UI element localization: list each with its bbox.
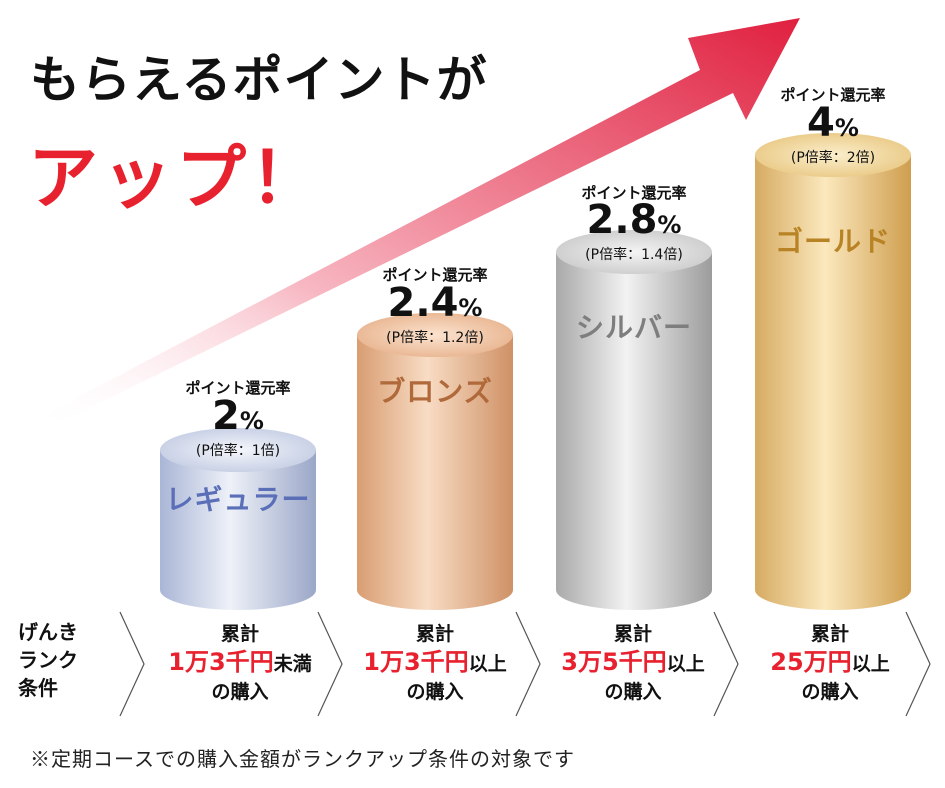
rate-value: 2.4% <box>335 283 535 323</box>
rate-label: ポイント還元率 <box>185 379 291 397</box>
condition-head: 累計 <box>613 623 652 645</box>
footnote: ※定期コースでの購入金額がランクアップ条件の対象です <box>30 747 575 771</box>
rate-multiplier: (P倍率：1倍) <box>195 443 281 459</box>
condition-tail: の購入 <box>211 681 269 703</box>
rank-condition-label: げんき ランク 条件 <box>18 618 118 702</box>
headline-line1: もらえるポイントが <box>30 51 488 109</box>
cylinder-bronze <box>357 313 513 610</box>
rising-arrow <box>38 18 800 430</box>
condition-head: 累計 <box>810 623 849 645</box>
rate-number: 2.8 <box>586 197 658 243</box>
condition-head: 累計 <box>220 623 259 645</box>
rate-unit: % <box>657 211 682 239</box>
condition-silver: 累計 3万5千円以上 の購入 <box>548 620 718 706</box>
rate-unit: % <box>239 407 264 435</box>
rate-multiplier: (P倍率：1.2倍) <box>386 330 484 346</box>
chevron-separators <box>119 611 931 717</box>
rate-number: 4 <box>807 100 835 146</box>
cylinder-gold <box>755 133 911 610</box>
condition-suffix: 以上 <box>666 653 705 675</box>
condition-amount: 1万3千円 <box>168 648 274 676</box>
rate-value: 4% <box>733 103 933 143</box>
rate-multiplier: (P倍率：2倍) <box>790 150 876 166</box>
tier-name-silver: シルバー <box>575 311 692 344</box>
rate-unit: % <box>834 114 859 142</box>
condition-head: 累計 <box>415 623 454 645</box>
condition-gold: 累計 25万円以上 の購入 <box>745 620 915 706</box>
tier-name-regular: レギュラー <box>165 483 311 516</box>
rate-number: 2.4 <box>387 280 459 326</box>
cylinder-silver <box>556 230 712 610</box>
rank-condition-line2: ランク <box>18 648 78 672</box>
rank-condition-line1: げんき <box>18 620 78 644</box>
rate-value: 2% <box>138 396 338 436</box>
rate-unit: % <box>458 294 483 322</box>
condition-amount: 3万5千円 <box>561 648 667 676</box>
condition-tail: の購入 <box>604 681 662 703</box>
condition-bronze: 累計 1万3千円以上 の購入 <box>350 620 520 706</box>
condition-tail: の購入 <box>801 681 859 703</box>
condition-suffix: 未満 <box>273 653 312 675</box>
rate-value: 2.8% <box>534 200 734 240</box>
headline-line2: アップ！ <box>28 137 324 219</box>
condition-tail: の購入 <box>406 681 464 703</box>
condition-suffix: 以上 <box>468 653 507 675</box>
rate-label: ポイント還元率 <box>780 86 886 104</box>
condition-amount: 25万円 <box>770 648 852 676</box>
tier-name-gold: ゴールド <box>774 225 891 258</box>
rate-label: ポイント還元率 <box>581 184 687 202</box>
tier-name-bronze: ブロンズ <box>377 375 493 408</box>
cylinder-regular <box>160 428 316 610</box>
rate-multiplier: (P倍率：1.4倍) <box>585 247 683 263</box>
rate-label: ポイント還元率 <box>382 266 488 284</box>
condition-amount: 1万3千円 <box>363 648 469 676</box>
rank-condition-line3: 条件 <box>18 676 58 700</box>
rate-number: 2 <box>212 393 240 439</box>
condition-suffix: 以上 <box>851 653 890 675</box>
condition-regular: 累計 1万3千円未満 の購入 <box>155 620 325 706</box>
